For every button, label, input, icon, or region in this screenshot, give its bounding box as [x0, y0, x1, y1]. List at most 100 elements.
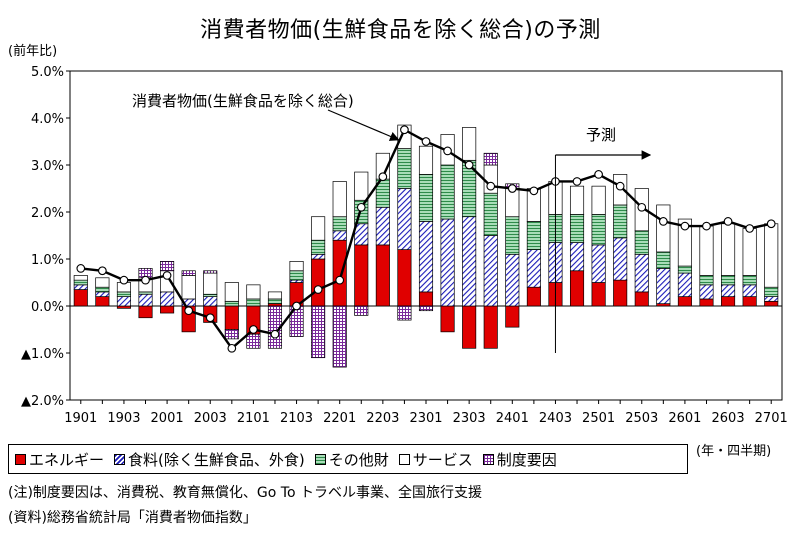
cpi-point — [270, 329, 280, 339]
bar-energy — [764, 300, 779, 307]
legend-item-other: その他財 — [314, 449, 389, 470]
bar-other-goods — [246, 298, 261, 307]
other-goods-swatch-icon — [314, 453, 326, 465]
bar-food — [526, 249, 541, 288]
cpi-point — [141, 275, 150, 285]
bar-policy — [311, 305, 326, 359]
bar-service — [181, 275, 196, 300]
bar-energy — [634, 291, 649, 307]
cpi-point — [356, 202, 366, 212]
note-policy-factors: (注)制度要因は、消費税、教育無償化、Go To トラベル事業、全国旅行支援 — [8, 485, 482, 501]
bar-food — [138, 293, 153, 307]
bar-service — [332, 181, 347, 218]
bar-service — [591, 185, 606, 215]
bar-energy — [699, 298, 714, 307]
bar-other-goods — [73, 279, 88, 286]
bar-service — [742, 228, 757, 276]
x-tick-label: 2603 — [712, 411, 745, 426]
bar-energy — [311, 258, 326, 307]
legend-item-energy: エネルギー — [15, 449, 104, 470]
bar-food — [462, 216, 477, 307]
x-tick-label: 2501 — [582, 411, 615, 426]
x-tick-label: 2403 — [539, 411, 572, 426]
policy-swatch-icon — [482, 453, 494, 465]
bar-service — [224, 282, 239, 302]
x-tick-label: 2103 — [280, 411, 313, 426]
y-tick-label: 2.0% — [31, 206, 64, 221]
x-tick-label: 2203 — [366, 411, 399, 426]
x-tick-label: 2003 — [194, 411, 227, 426]
cpi-point — [766, 219, 776, 229]
x-tick-label: 2701 — [755, 411, 788, 426]
chart-area: 5.0% 4.0% 3.0% 2.0% 1.0% 0.0% ▲1.0% ▲2.0%1901 19… — [21, 65, 788, 426]
cpi-point — [702, 221, 711, 231]
y-tick-label: ▲2.0% — [21, 394, 64, 409]
x-tick-label: 2001 — [151, 411, 184, 426]
bar-energy — [224, 305, 239, 330]
bar-food — [699, 284, 714, 300]
bar-food — [332, 230, 347, 241]
legend-label-policy: 制度要因 — [496, 450, 557, 469]
bar-other-goods — [483, 192, 498, 236]
y-tick-label: 1.0% — [31, 253, 64, 268]
legend: エネルギー 食料(除く生鮮食品、外食) その他財 サービス 制度要因 — [8, 444, 688, 474]
bar-food — [764, 296, 779, 302]
y-tick-label: 0.0% — [31, 300, 64, 315]
bar-other-goods — [267, 298, 283, 305]
bar-food — [591, 244, 606, 283]
cpi-point — [443, 146, 452, 156]
bar-service — [246, 284, 261, 300]
chart-title: 消費者物価(生鮮食品を除く総合)の予測 — [200, 18, 601, 43]
bar-energy — [462, 305, 477, 349]
bar-energy — [375, 244, 390, 307]
x-tick-label: 2401 — [496, 411, 529, 426]
bar-other-goods — [418, 174, 434, 222]
bar-other-goods — [634, 230, 649, 255]
x-tick-label: 1901 — [64, 411, 97, 426]
bar-service — [699, 225, 714, 276]
cpi-point — [486, 181, 496, 191]
bar-policy — [354, 305, 369, 316]
bar-energy — [267, 303, 283, 307]
service-swatch-icon — [398, 453, 410, 465]
bar-other-goods — [203, 293, 218, 297]
bar-energy — [397, 249, 412, 307]
bar-service — [418, 145, 434, 175]
bar-food — [483, 235, 498, 307]
bar-other-goods — [116, 291, 131, 297]
cpi-point — [658, 217, 668, 226]
x-axis-unit: (年・四半期) — [696, 444, 772, 459]
bar-food — [289, 279, 304, 283]
y-tick-label: 5.0% — [31, 65, 64, 80]
bar-policy — [203, 270, 218, 274]
legend-label-energy: エネルギー — [29, 450, 105, 469]
bar-other-goods — [699, 275, 714, 286]
cpi-point — [378, 172, 388, 182]
cpi-point — [313, 285, 323, 294]
bar-food — [418, 221, 434, 293]
bar-policy — [160, 261, 175, 272]
cpi-point — [184, 306, 194, 316]
x-tick-label: 2503 — [625, 411, 658, 426]
bar-other-goods — [591, 214, 606, 246]
bar-food — [505, 253, 520, 307]
y-axis-unit: (前年比) — [8, 44, 58, 59]
bar-policy — [397, 305, 412, 321]
bar-other-goods — [95, 286, 110, 293]
bar-other-goods — [677, 265, 692, 274]
bar-food — [721, 284, 736, 297]
cpi-point — [335, 275, 345, 285]
cpi-point — [723, 217, 733, 226]
bar-other-goods — [569, 214, 585, 243]
bar-energy — [116, 305, 131, 309]
bar-energy — [591, 282, 606, 307]
bar-food — [656, 268, 671, 304]
note-source: (資料)総務省統計局「消費者物価指数」 — [8, 510, 257, 526]
bar-energy — [354, 244, 369, 307]
legend-label-other: その他財 — [328, 450, 389, 469]
bar-food — [116, 296, 131, 307]
bar-other-goods — [613, 204, 628, 239]
x-tick-label: 2601 — [668, 411, 701, 426]
bar-service — [289, 261, 304, 272]
bar-service — [267, 291, 283, 300]
